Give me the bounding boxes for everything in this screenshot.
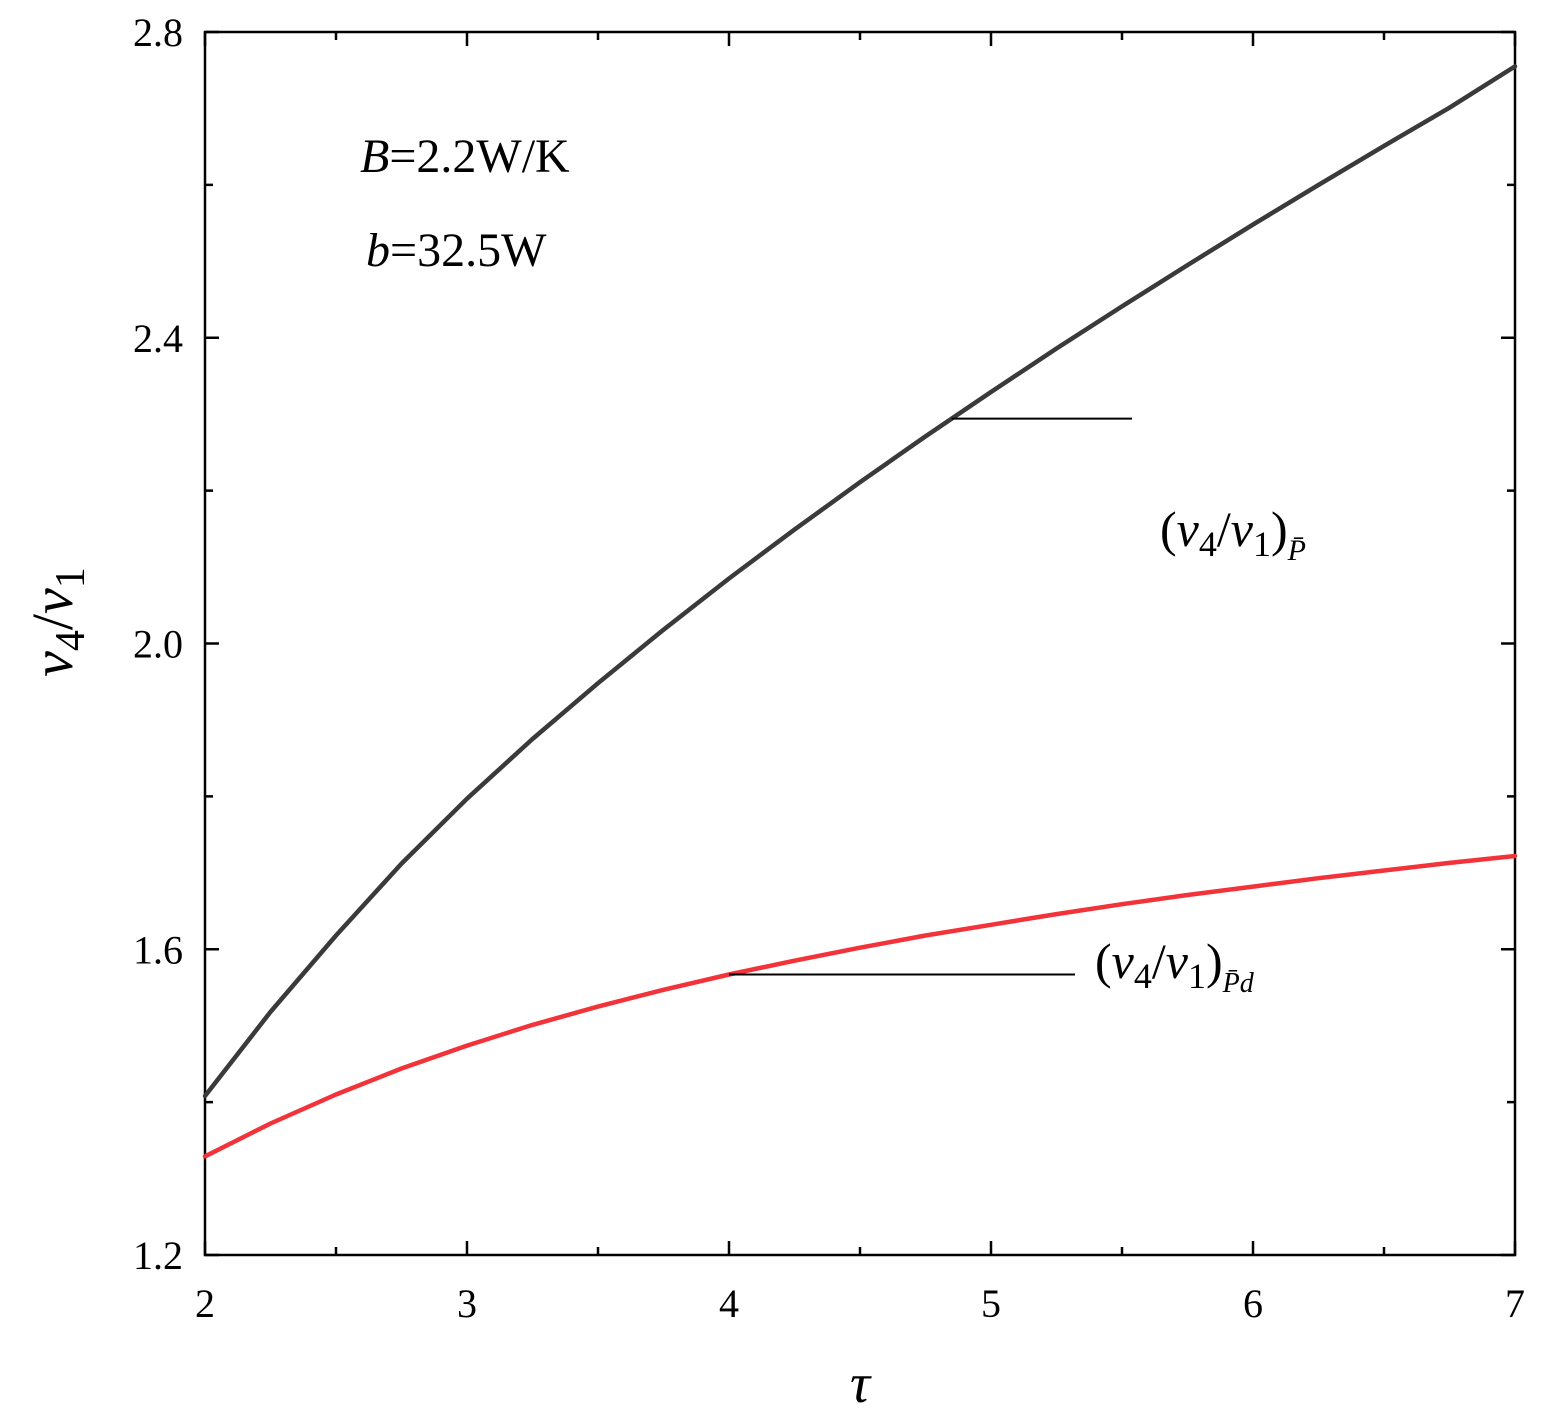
- series-line-max-power: [202, 64, 1518, 1099]
- y-axis-title-sub2: 1: [48, 567, 94, 588]
- annotation-b-conductance-symbol: B: [360, 130, 389, 183]
- series-label-max-power-var2: v: [1231, 501, 1254, 557]
- y-tick-label: 1.2: [133, 1233, 183, 1278]
- y-axis-title-slash: /: [20, 613, 85, 630]
- y-axis-title-sub1: 4: [48, 630, 94, 651]
- series-label-max-power-density-close: ): [1206, 933, 1223, 989]
- tick-labels: 2 3 4 5 6 7 1.2 1.6 2.0 2.4 2.8: [133, 10, 1525, 1326]
- series-label-max-power-slash: /: [1217, 501, 1231, 557]
- x-tick-label: 7: [1505, 1281, 1525, 1326]
- series-label-max-power-density-var1: v: [1112, 933, 1135, 989]
- series-label-max-power-density-var2: v: [1166, 933, 1189, 989]
- y-tick-label: 1.6: [133, 927, 183, 972]
- plot-frame: [203, 30, 1517, 1257]
- x-axis-title: τ: [850, 1353, 872, 1415]
- annotation-b-conductance-value: =2.2W/K: [389, 130, 570, 183]
- series-label-max-power-density-open: (: [1095, 933, 1112, 989]
- series-label-max-power-open: (: [1160, 501, 1177, 557]
- series-line-max-power-density: [202, 853, 1518, 1159]
- y-tick-label: 2.8: [133, 10, 183, 55]
- x-tick-label: 5: [981, 1281, 1001, 1326]
- y-tick-label: 2.0: [133, 622, 183, 667]
- x-tick-label: 6: [1243, 1281, 1263, 1326]
- y-axis-title-var2: v: [20, 588, 85, 614]
- annotation-b-power-symbol: b: [366, 224, 390, 277]
- y-axis-title-var1: v: [20, 651, 85, 677]
- series-label-max-power-density-slash: /: [1152, 933, 1166, 989]
- series-label-max-power-var1: v: [1177, 501, 1200, 557]
- x-tick-label: 3: [457, 1281, 477, 1326]
- y-axis-title: v4/v1: [20, 567, 94, 677]
- x-tick-label: 2: [195, 1281, 215, 1326]
- series-label-max-power-density: (v4/v1)P̄d: [1095, 933, 1255, 999]
- series-label-max-power-density-sub2: 1: [1188, 956, 1206, 996]
- y-tick-label: 2.4: [133, 316, 183, 361]
- axis-ticks: [203, 30, 1517, 1257]
- annotation-b-power-value: =32.5W: [390, 224, 547, 277]
- x-tick-label: 4: [719, 1281, 739, 1326]
- series-label-max-power-sub2: 1: [1253, 524, 1271, 564]
- annotation-b-power: b=32.5W: [366, 224, 547, 277]
- series-label-max-power-density-sub1: 4: [1134, 956, 1152, 996]
- series-label-max-power: (v4/v1)P̄: [1160, 501, 1306, 567]
- series-label-max-power-sub1: 4: [1199, 524, 1217, 564]
- series-label-max-power-density-subscript: P̄d: [1222, 968, 1255, 999]
- series-label-max-power-subscript: P̄: [1287, 534, 1306, 567]
- series-lines: [202, 64, 1518, 1159]
- plot-border: [203, 30, 1517, 1257]
- series-leader-lines: [729, 417, 1132, 976]
- annotation-b-conductance: B=2.2W/K: [360, 130, 570, 183]
- series-label-max-power-close: ): [1271, 501, 1288, 557]
